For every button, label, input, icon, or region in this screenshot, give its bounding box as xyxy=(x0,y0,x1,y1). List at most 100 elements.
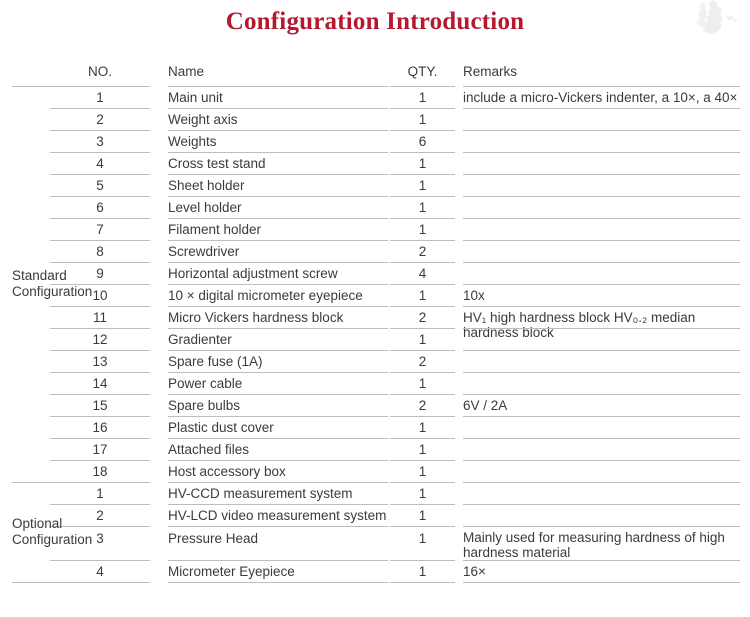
cell-no: 9 xyxy=(96,266,104,281)
row-divider xyxy=(463,174,740,175)
row-divider xyxy=(50,438,150,439)
cell-name: HV-CCD measurement system xyxy=(168,486,353,501)
row-divider xyxy=(50,306,150,307)
row-divider xyxy=(12,86,150,87)
row-divider xyxy=(390,86,455,87)
cell-no: 10 xyxy=(92,288,108,303)
row-divider xyxy=(168,108,388,109)
row-divider xyxy=(390,284,455,285)
cell-no: 15 xyxy=(92,398,108,413)
cell-no: 1 xyxy=(96,486,104,501)
cell-remarks: 6V / 2A xyxy=(463,398,508,413)
row-divider xyxy=(168,284,388,285)
row-divider xyxy=(50,108,150,109)
cell-name: Power cable xyxy=(168,376,243,391)
cell-name: Cross test stand xyxy=(168,156,266,171)
cell-name: Micro Vickers hardness block xyxy=(168,310,344,325)
row-divider xyxy=(12,482,150,483)
row-divider xyxy=(50,328,150,329)
group-label-optional-configuration: Optional Configuration xyxy=(12,516,93,547)
cell-no: 12 xyxy=(92,332,108,347)
cell-remarks: include a micro-Vickers indenter, a 10×,… xyxy=(463,90,738,105)
cell-name: Attached files xyxy=(168,442,250,457)
row-divider xyxy=(12,582,150,583)
cell-qty: 1 xyxy=(418,222,427,237)
row-divider xyxy=(390,438,455,439)
row-divider xyxy=(390,482,455,483)
row-divider xyxy=(390,416,455,417)
row-divider xyxy=(168,262,388,263)
row-divider xyxy=(463,86,740,87)
row-divider xyxy=(463,108,740,109)
row-divider xyxy=(390,460,455,461)
row-divider xyxy=(463,394,740,395)
cell-name: Plastic dust cover xyxy=(168,420,274,435)
row-divider xyxy=(463,152,740,153)
cell-name: Weight axis xyxy=(168,112,238,127)
row-divider xyxy=(463,328,740,329)
cell-name: Gradienter xyxy=(168,332,232,347)
row-divider xyxy=(463,306,740,307)
cell-remarks: Mainly used for measuring hardness of hi… xyxy=(463,530,725,560)
row-divider xyxy=(168,328,388,329)
row-divider xyxy=(50,560,150,561)
column-header-name: Name xyxy=(168,64,205,79)
row-divider xyxy=(50,130,150,131)
cell-qty: 2 xyxy=(418,354,427,369)
row-divider xyxy=(390,526,455,527)
cell-name: Weights xyxy=(168,134,217,149)
cell-qty: 2 xyxy=(418,244,427,259)
cell-qty: 1 xyxy=(418,486,427,501)
row-divider xyxy=(390,218,455,219)
row-divider xyxy=(390,504,455,505)
cell-qty: 6 xyxy=(418,134,427,149)
cell-no: 2 xyxy=(96,508,104,523)
cell-name: Level holder xyxy=(168,200,242,215)
row-divider xyxy=(390,350,455,351)
row-divider xyxy=(50,504,150,505)
row-divider xyxy=(390,240,455,241)
cell-name: 10 × digital micrometer eyepiece xyxy=(168,288,363,303)
cell-name: Main unit xyxy=(168,90,223,105)
row-divider xyxy=(463,350,740,351)
cell-name: Screwdriver xyxy=(168,244,240,259)
cell-name: Host accessory box xyxy=(168,464,286,479)
cell-no: 2 xyxy=(96,112,104,127)
page-title: Configuration Introduction xyxy=(225,8,525,35)
row-divider xyxy=(50,394,150,395)
row-divider xyxy=(463,262,740,263)
cell-qty: 1 xyxy=(418,112,427,127)
row-divider xyxy=(390,174,455,175)
row-divider xyxy=(168,372,388,373)
cell-no: 17 xyxy=(92,442,108,457)
row-divider xyxy=(168,86,388,87)
cell-no: 3 xyxy=(96,531,104,546)
row-divider xyxy=(50,460,150,461)
column-header-remarks: Remarks xyxy=(463,64,518,79)
row-divider xyxy=(50,174,150,175)
cell-name: Spare bulbs xyxy=(168,398,241,413)
cell-no: 8 xyxy=(96,244,104,259)
cell-name: Sheet holder xyxy=(168,178,245,193)
row-divider xyxy=(50,284,150,285)
row-divider xyxy=(168,482,388,483)
row-divider xyxy=(463,504,740,505)
cell-qty: 4 xyxy=(418,266,427,281)
cell-qty: 1 xyxy=(418,531,427,546)
row-divider xyxy=(390,306,455,307)
column-header-qty: QTY. xyxy=(407,64,438,79)
row-divider xyxy=(50,372,150,373)
cell-no: 4 xyxy=(96,156,104,171)
row-divider xyxy=(168,218,388,219)
row-divider xyxy=(50,196,150,197)
row-divider xyxy=(50,240,150,241)
row-divider xyxy=(168,130,388,131)
row-divider xyxy=(168,504,388,505)
cell-remarks: 16× xyxy=(463,564,486,579)
cell-qty: 1 xyxy=(418,420,427,435)
cell-name: Spare fuse (1A) xyxy=(168,354,263,369)
cell-name: Micrometer Eyepiece xyxy=(168,564,295,579)
row-divider xyxy=(390,394,455,395)
row-divider xyxy=(390,328,455,329)
